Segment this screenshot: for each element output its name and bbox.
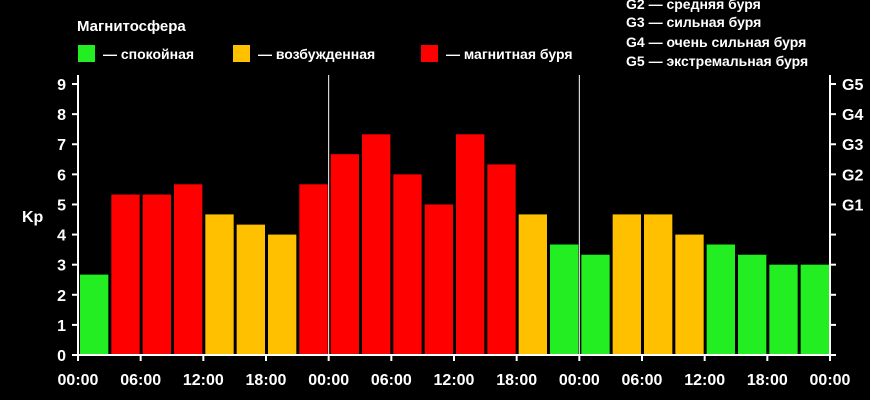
- x-tick-label-7: 18:00: [496, 372, 537, 389]
- x-tick-label-12: 00:00: [810, 372, 851, 389]
- y-tick-label-5: 5: [57, 197, 66, 214]
- y-tick-label-8: 8: [57, 107, 66, 124]
- g-legend-g3: G3 — сильная буря: [626, 14, 761, 30]
- bar-15: [550, 244, 579, 355]
- legend-title: Магнитосфера: [77, 18, 186, 35]
- legend-swatch-quiet: [78, 45, 95, 62]
- y-tick-label-4: 4: [57, 228, 66, 245]
- g-legend-g2: G2 — средняя буря: [626, 0, 761, 12]
- x-tick-label-4: 00:00: [308, 372, 349, 389]
- legend-label-quiet: — спокойная: [103, 46, 194, 62]
- y-tick-label-3: 3: [57, 258, 66, 275]
- y-tick-label-1: 1: [57, 318, 66, 335]
- bar-21: [738, 254, 767, 355]
- bar-11: [424, 204, 453, 355]
- g-tick-label-g4: G4: [842, 107, 863, 124]
- y-tick-label-9: 9: [57, 77, 66, 94]
- g-tick-label-g5: G5: [842, 77, 863, 94]
- bar-12: [456, 134, 485, 355]
- bar-6: [268, 234, 297, 355]
- bar-1: [111, 194, 140, 355]
- g-tick-label-g1: G1: [842, 197, 863, 214]
- x-tick-label-6: 12:00: [434, 372, 475, 389]
- y-tick-label-2: 2: [57, 288, 66, 305]
- y-tick-label-7: 7: [57, 137, 66, 154]
- day-separators: [328, 75, 580, 355]
- g-legend-g4: G4 — очень сильная буря: [626, 34, 806, 50]
- g-ticks: G1 G2 G3 G4 G5: [830, 77, 863, 356]
- x-tick-label-0: 00:00: [58, 372, 99, 389]
- bar-4: [205, 214, 234, 355]
- bar-20: [706, 244, 735, 355]
- bar-7: [299, 184, 328, 355]
- bar-18: [644, 214, 673, 355]
- bar-19: [675, 234, 704, 355]
- legend: Магнитосфера — спокойная — возбужденная …: [77, 18, 573, 62]
- bar-3: [174, 184, 203, 355]
- y-tick-label-6: 6: [57, 167, 66, 184]
- bar-22: [769, 264, 798, 355]
- bar-0: [80, 274, 109, 355]
- x-ticks: 00:00 06:00 12:00 18:00 00:00 06:00 12:00 18:00…: [58, 355, 851, 389]
- bar-10: [393, 174, 422, 355]
- x-tick-label-2: 12:00: [183, 372, 224, 389]
- x-tick-label-10: 12:00: [684, 372, 725, 389]
- y-tick-label-0: 0: [57, 348, 66, 365]
- bar-16: [581, 254, 610, 355]
- bar-9: [362, 134, 391, 355]
- bar-8: [330, 154, 359, 355]
- x-tick-label-1: 06:00: [120, 372, 161, 389]
- x-tick-label-8: 00:00: [559, 372, 600, 389]
- legend-swatch-storm: [421, 45, 438, 62]
- x-tick-label-11: 18:00: [747, 372, 788, 389]
- g-scale-legend: G2 — средняя буря G3 — сильная буря G4 —…: [626, 0, 808, 69]
- bar-17: [612, 214, 641, 355]
- y-ticks: 0 1 2 3 4 5 6 7 8 9: [57, 77, 78, 365]
- legend-label-storm: — магнитная буря: [446, 46, 573, 62]
- bar-5: [236, 224, 265, 355]
- bar-2: [142, 194, 171, 355]
- g-tick-label-g2: G2: [842, 167, 863, 184]
- legend-label-active: — возбужденная: [258, 46, 375, 62]
- x-tick-label-3: 18:00: [246, 372, 287, 389]
- legend-swatch-active: [233, 45, 250, 62]
- x-tick-label-9: 06:00: [622, 372, 663, 389]
- bar-14: [518, 214, 547, 355]
- bars: [80, 134, 829, 355]
- x-tick-label-5: 06:00: [371, 372, 412, 389]
- y-axis-label: Kp: [22, 209, 44, 226]
- bar-13: [487, 164, 516, 355]
- bar-23: [800, 264, 829, 355]
- g-legend-g5: G5 — экстремальная буря: [626, 53, 808, 69]
- g-tick-label-g3: G3: [842, 137, 863, 154]
